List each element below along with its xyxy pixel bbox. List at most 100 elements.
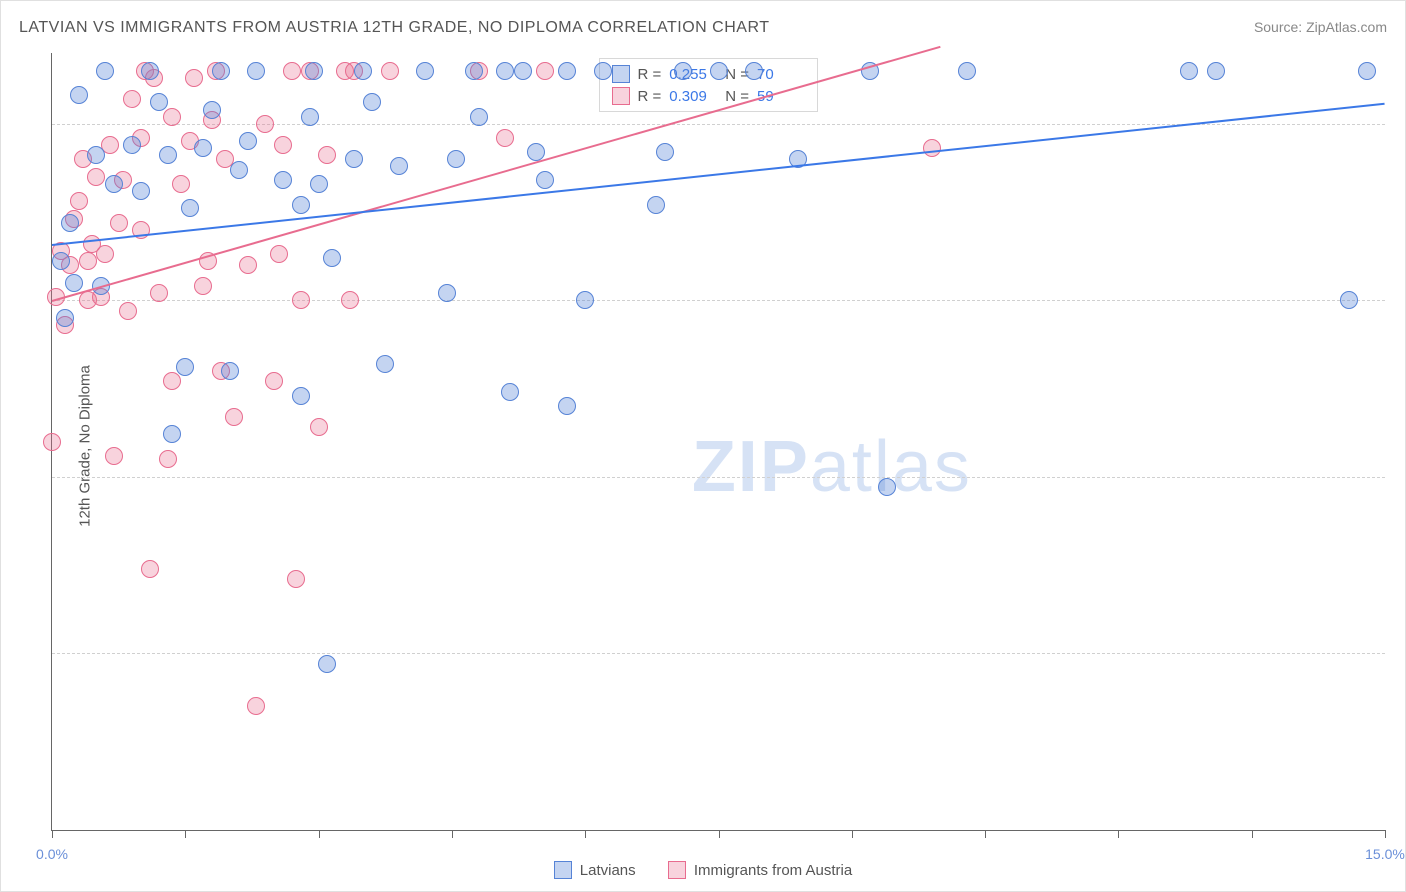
data-point	[283, 62, 301, 80]
data-point	[447, 150, 465, 168]
data-point	[70, 86, 88, 104]
data-point	[558, 62, 576, 80]
watermark: ZIPatlas	[692, 426, 972, 508]
data-point	[274, 171, 292, 189]
data-point	[265, 372, 283, 390]
data-point	[61, 214, 79, 232]
data-point	[310, 175, 328, 193]
data-point	[194, 277, 212, 295]
data-point	[390, 157, 408, 175]
data-point	[159, 146, 177, 164]
gridline	[52, 300, 1385, 301]
data-point	[354, 62, 372, 80]
data-point	[176, 358, 194, 376]
data-point	[150, 93, 168, 111]
data-point	[212, 62, 230, 80]
data-point	[576, 291, 594, 309]
data-point	[150, 284, 168, 302]
data-point	[256, 115, 274, 133]
x-tick	[585, 830, 586, 838]
data-point	[381, 62, 399, 80]
swatch-pink-icon	[612, 87, 630, 105]
data-point	[123, 136, 141, 154]
swatch-pink-icon	[668, 861, 686, 879]
stats-row-blue: R =0.255 N =70	[612, 63, 806, 85]
data-point	[536, 171, 554, 189]
data-point	[274, 136, 292, 154]
data-point	[87, 168, 105, 186]
data-point	[247, 697, 265, 715]
data-point	[247, 62, 265, 80]
chart-title: LATVIAN VS IMMIGRANTS FROM AUSTRIA 12TH …	[19, 19, 770, 37]
data-point	[310, 418, 328, 436]
data-point	[141, 560, 159, 578]
legend-blue: Latvians	[554, 861, 636, 879]
data-point	[594, 62, 612, 80]
x-tick	[319, 830, 320, 838]
data-point	[105, 447, 123, 465]
data-point	[1180, 62, 1198, 80]
data-point	[230, 161, 248, 179]
data-point	[647, 196, 665, 214]
trend-line	[52, 46, 941, 302]
data-point	[270, 245, 288, 263]
data-point	[558, 397, 576, 415]
data-point	[416, 62, 434, 80]
data-point	[239, 256, 257, 274]
data-point	[301, 108, 319, 126]
gridline	[52, 477, 1385, 478]
x-tick	[1385, 830, 1386, 838]
data-point	[163, 372, 181, 390]
data-point	[376, 355, 394, 373]
data-point	[318, 146, 336, 164]
data-point	[185, 69, 203, 87]
legend-pink: Immigrants from Austria	[668, 861, 852, 879]
data-point	[527, 143, 545, 161]
data-point	[110, 214, 128, 232]
data-point	[496, 62, 514, 80]
x-tick	[719, 830, 720, 838]
data-point	[1207, 62, 1225, 80]
plot-area: ZIPatlas R =0.255 N =70 R =0.309 N =59 8…	[51, 53, 1385, 831]
data-point	[181, 199, 199, 217]
data-point	[225, 408, 243, 426]
swatch-blue-icon	[612, 65, 630, 83]
data-point	[65, 274, 83, 292]
data-point	[305, 62, 323, 80]
stats-row-pink: R =0.309 N =59	[612, 85, 806, 107]
data-point	[163, 425, 181, 443]
data-point	[710, 62, 728, 80]
data-point	[323, 249, 341, 267]
x-tick	[852, 830, 853, 838]
data-point	[123, 90, 141, 108]
chart-container: LATVIAN VS IMMIGRANTS FROM AUSTRIA 12TH …	[0, 0, 1406, 892]
data-point	[656, 143, 674, 161]
data-point	[438, 284, 456, 302]
data-point	[96, 62, 114, 80]
source-label: Source: ZipAtlas.com	[1254, 19, 1387, 35]
data-point	[221, 362, 239, 380]
data-point	[79, 252, 97, 270]
data-point	[56, 309, 74, 327]
x-tick	[1118, 830, 1119, 838]
data-point	[1358, 62, 1376, 80]
data-point	[292, 387, 310, 405]
data-point	[470, 108, 488, 126]
data-point	[465, 62, 483, 80]
data-point	[318, 655, 336, 673]
data-point	[345, 150, 363, 168]
bottom-legend: Latvians Immigrants from Austria	[1, 861, 1405, 883]
x-tick	[185, 830, 186, 838]
x-tick	[52, 830, 53, 838]
data-point	[159, 450, 177, 468]
data-point	[70, 192, 88, 210]
data-point	[132, 182, 150, 200]
data-point	[501, 383, 519, 401]
data-point	[105, 175, 123, 193]
data-point	[923, 139, 941, 157]
x-tick-label: 15.0%	[1365, 846, 1405, 862]
data-point	[745, 62, 763, 80]
data-point	[514, 62, 532, 80]
data-point	[292, 291, 310, 309]
x-tick	[452, 830, 453, 838]
